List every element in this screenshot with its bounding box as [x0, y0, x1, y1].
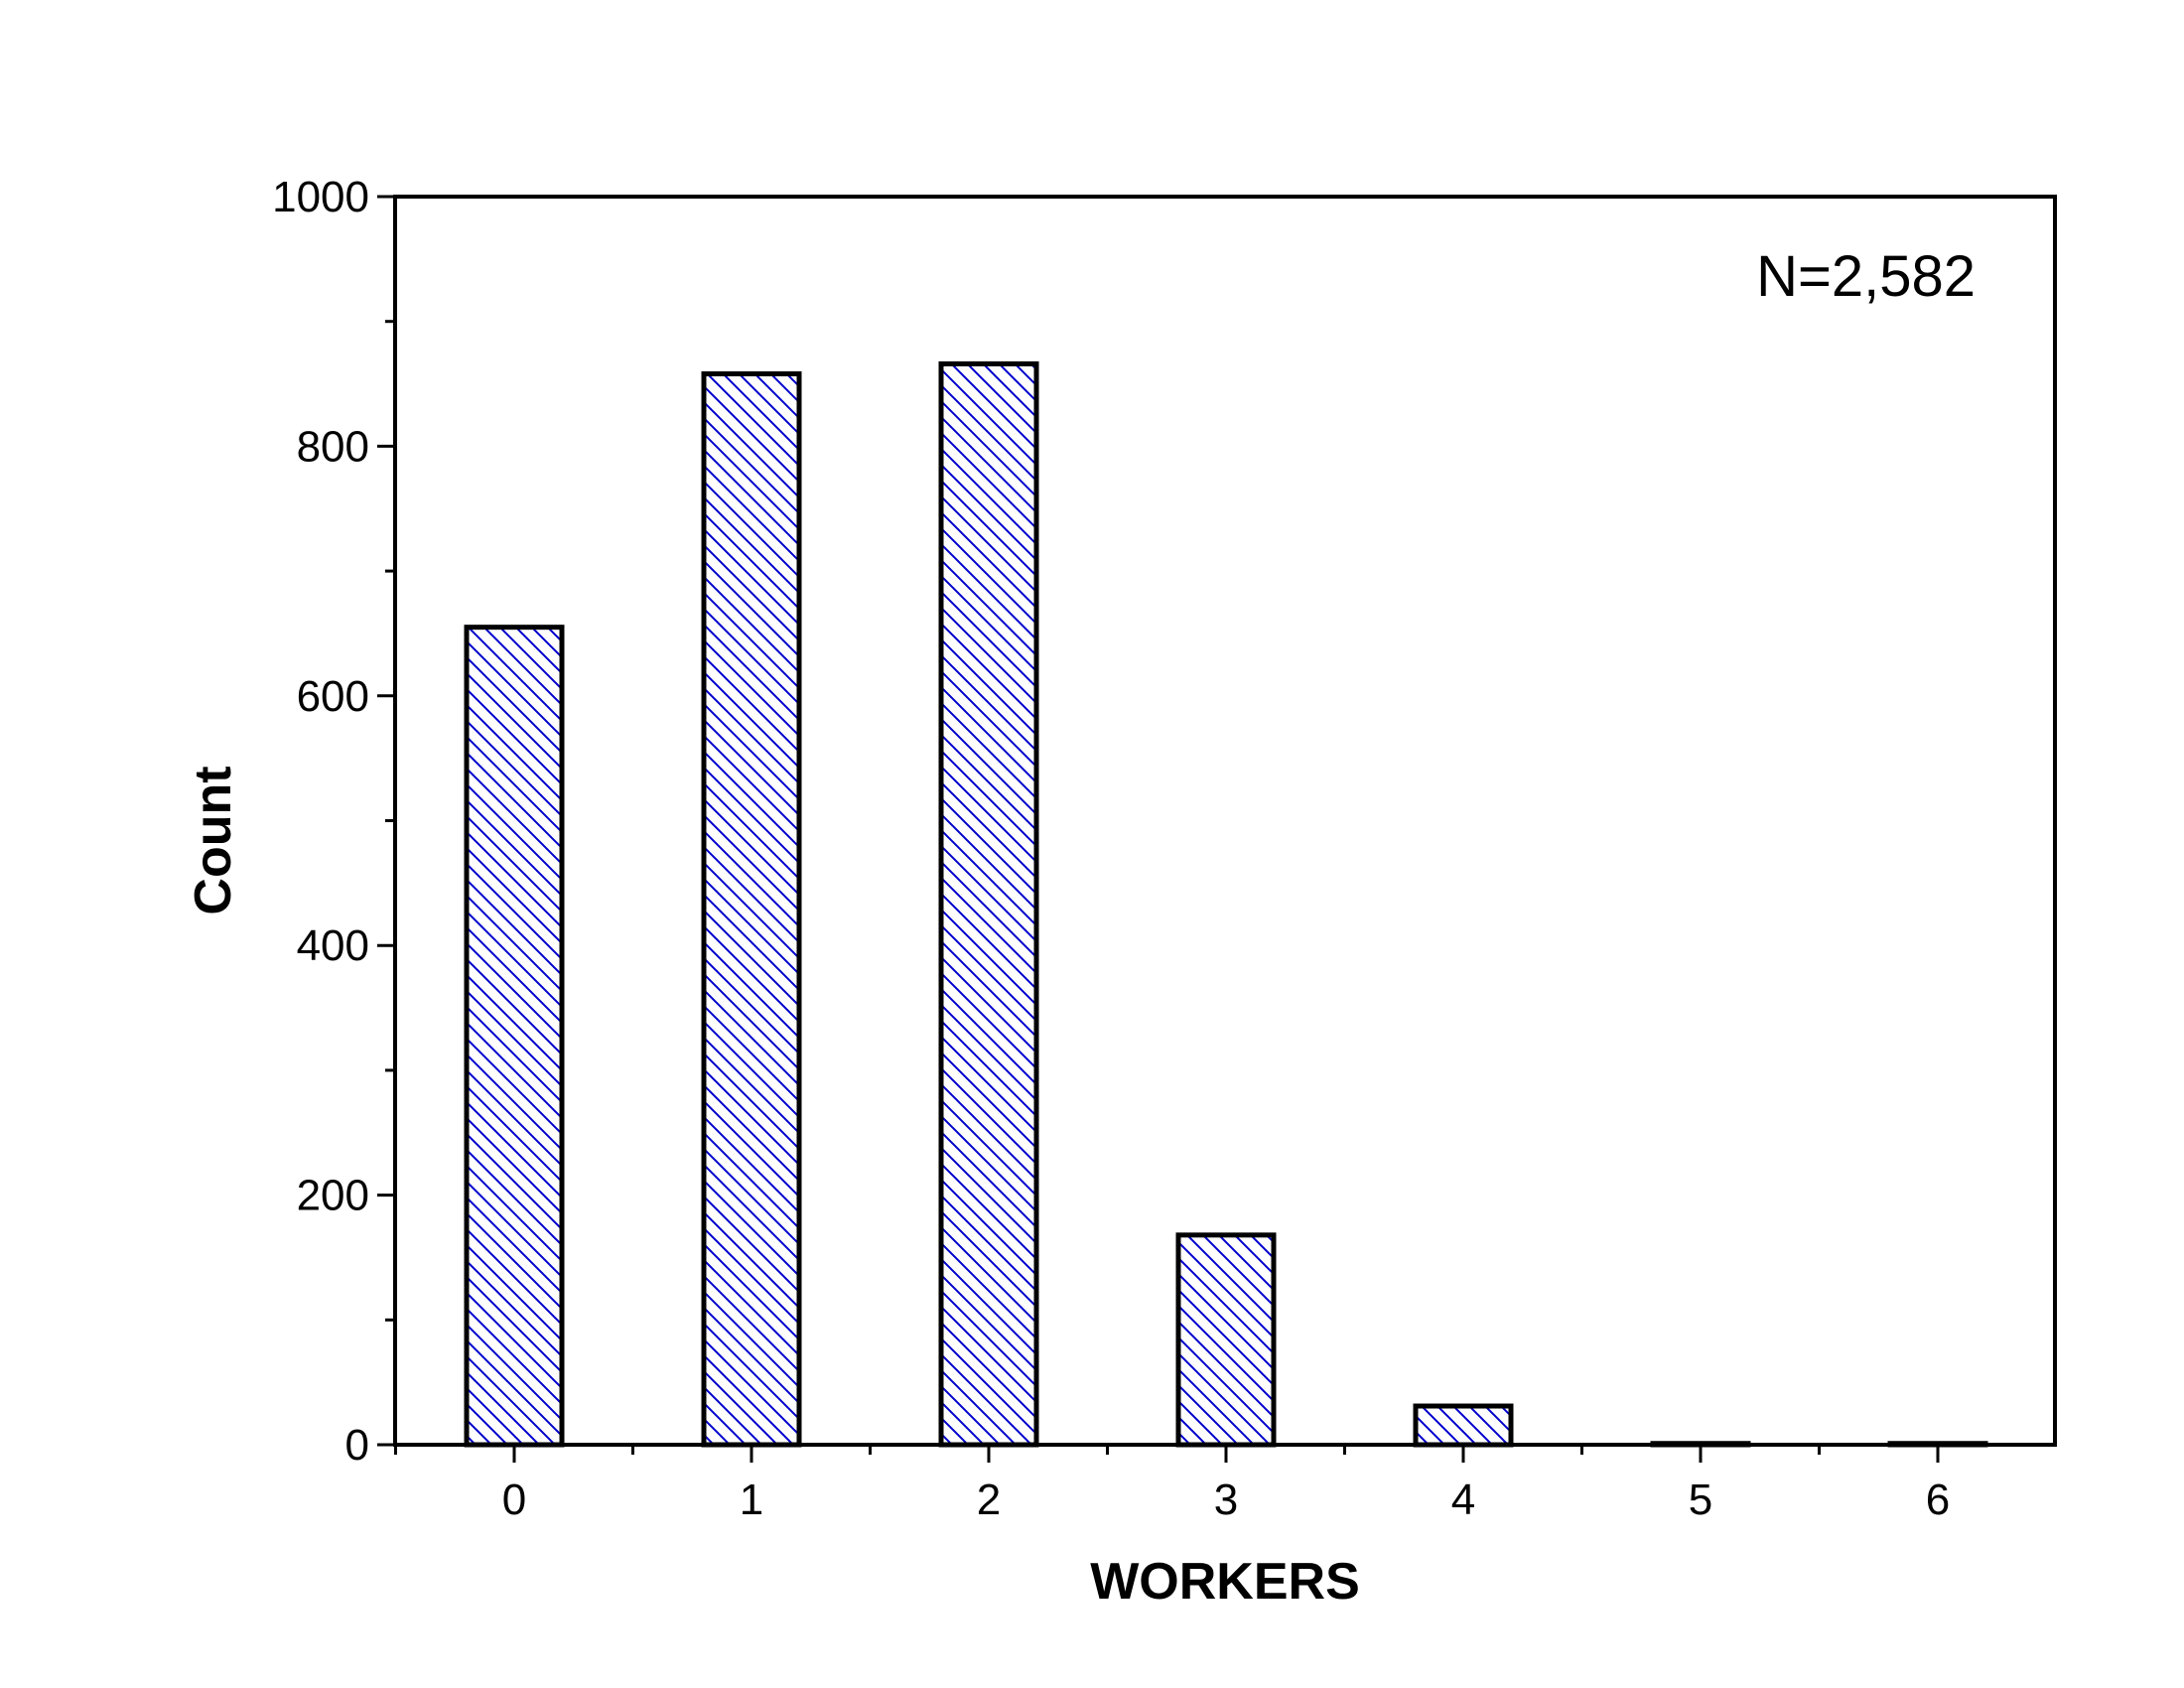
- sample-size-annotation: N=2,582: [1756, 244, 1976, 309]
- y-axis-title: Count: [185, 766, 242, 914]
- x-tick-label: 4: [1451, 1476, 1475, 1524]
- bar-3: [1175, 1232, 1277, 1448]
- x-axis: 0 1 2 3 4 5 6: [394, 1445, 1950, 1524]
- y-axis: 0 200 400 600 800 1000: [272, 173, 395, 1470]
- y-tick-label: 400: [297, 921, 369, 970]
- bar-2: [938, 360, 1039, 1448]
- bars: [464, 360, 1988, 1448]
- y-tick-label: 800: [297, 422, 369, 471]
- x-tick-label: 3: [1214, 1476, 1238, 1524]
- x-tick-label: 0: [502, 1476, 526, 1524]
- x-tick-label: 2: [977, 1476, 1001, 1524]
- y-tick-label: 200: [297, 1172, 369, 1220]
- bar-4: [1413, 1403, 1514, 1448]
- y-tick-label: 600: [297, 672, 369, 721]
- plot-frame: [393, 195, 2057, 1447]
- bar-1: [701, 370, 802, 1448]
- x-tick-label: 6: [1926, 1476, 1950, 1524]
- x-tick-label: 1: [740, 1476, 763, 1524]
- y-tick-label: 0: [345, 1421, 369, 1470]
- bar-0: [464, 625, 565, 1448]
- y-tick-label: 1000: [272, 173, 369, 221]
- x-tick-label: 5: [1689, 1476, 1712, 1524]
- x-axis-title: WORKERS: [1090, 1553, 1360, 1611]
